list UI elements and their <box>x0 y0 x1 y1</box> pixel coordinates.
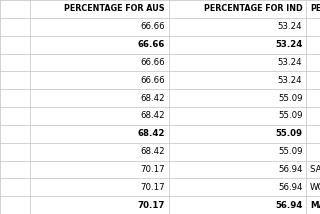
Text: 55.09: 55.09 <box>276 129 302 138</box>
Text: 53.24: 53.24 <box>275 40 302 49</box>
Text: 66.66: 66.66 <box>137 40 165 49</box>
Text: 55.09: 55.09 <box>278 94 302 103</box>
Text: 66.66: 66.66 <box>140 22 165 31</box>
Text: 56.94: 56.94 <box>278 165 302 174</box>
Text: 68.42: 68.42 <box>140 147 165 156</box>
Text: PERCENTAGE FOR AUS: PERCENTAGE FOR AUS <box>64 4 165 13</box>
Text: SA RI: SA RI <box>310 165 320 174</box>
Text: 70.17: 70.17 <box>137 201 165 210</box>
Text: 53.24: 53.24 <box>278 76 302 85</box>
Text: PERCENTAGE FOR IND: PERCENTAGE FOR IND <box>204 4 302 13</box>
Text: 68.42: 68.42 <box>140 94 165 103</box>
Text: 53.24: 53.24 <box>278 58 302 67</box>
Text: 56.94: 56.94 <box>278 183 302 192</box>
Text: 66.66: 66.66 <box>140 58 165 67</box>
Text: 56.94: 56.94 <box>275 201 302 210</box>
Text: MAT: MAT <box>310 201 320 210</box>
Text: 70.17: 70.17 <box>140 183 165 192</box>
Text: 53.24: 53.24 <box>278 22 302 31</box>
Text: 68.42: 68.42 <box>140 111 165 120</box>
Text: PERC: PERC <box>310 4 320 13</box>
Text: 55.09: 55.09 <box>278 111 302 120</box>
Text: 66.66: 66.66 <box>140 76 165 85</box>
Text: WON: WON <box>310 183 320 192</box>
Text: 55.09: 55.09 <box>278 147 302 156</box>
Text: 68.42: 68.42 <box>137 129 165 138</box>
Text: 70.17: 70.17 <box>140 165 165 174</box>
